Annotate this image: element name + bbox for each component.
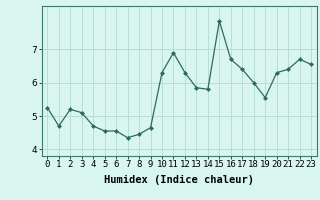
X-axis label: Humidex (Indice chaleur): Humidex (Indice chaleur) bbox=[104, 175, 254, 185]
